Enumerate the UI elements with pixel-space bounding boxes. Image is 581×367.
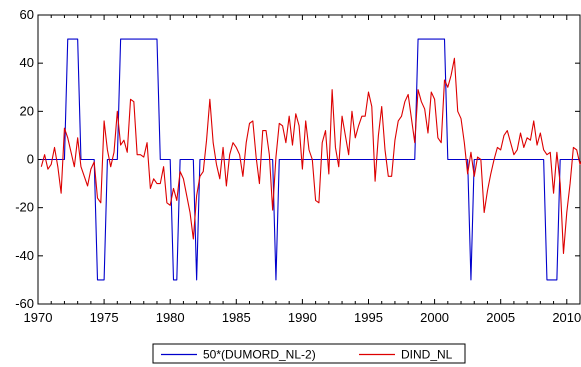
series-line bbox=[41, 38, 580, 281]
x-tick-label: 1990 bbox=[288, 310, 317, 325]
series-dind bbox=[40, 57, 581, 254]
series-layer bbox=[40, 38, 581, 281]
x-axis: 1970 1975 1980 1985 1990 1995 2000 2005 2010 bbox=[24, 15, 581, 325]
series-dumord bbox=[41, 38, 580, 281]
y-tick-label: 20 bbox=[20, 103, 34, 118]
y-tick-label: 0 bbox=[27, 152, 34, 167]
series-line bbox=[40, 57, 581, 254]
y-tick-label: -20 bbox=[15, 200, 34, 215]
x-tick-label: 2000 bbox=[420, 310, 449, 325]
x-tick-label: 1975 bbox=[90, 310, 119, 325]
x-tick-label: 2005 bbox=[486, 310, 515, 325]
x-tick-label: 2010 bbox=[552, 310, 581, 325]
y-tick-label: 40 bbox=[20, 55, 34, 70]
legend-box bbox=[152, 343, 466, 364]
legend: 50*(DUMORD_NL-2) DIND_NL bbox=[152, 343, 466, 364]
x-tick-label: 1970 bbox=[24, 310, 53, 325]
x-tick-label: 1985 bbox=[222, 310, 251, 325]
y-tick-label: -40 bbox=[15, 248, 34, 263]
x-tick-label: 1995 bbox=[354, 310, 383, 325]
y-tick-label: 60 bbox=[20, 7, 34, 22]
y-axis: -60 -40 -20 0 20 40 60 bbox=[15, 7, 580, 311]
y-tick-label: -60 bbox=[15, 296, 34, 311]
x-tick-label: 1980 bbox=[156, 310, 185, 325]
legend-label: 50*(DUMORD_NL-2) bbox=[203, 348, 316, 362]
legend-label: DIND_NL bbox=[401, 348, 453, 362]
